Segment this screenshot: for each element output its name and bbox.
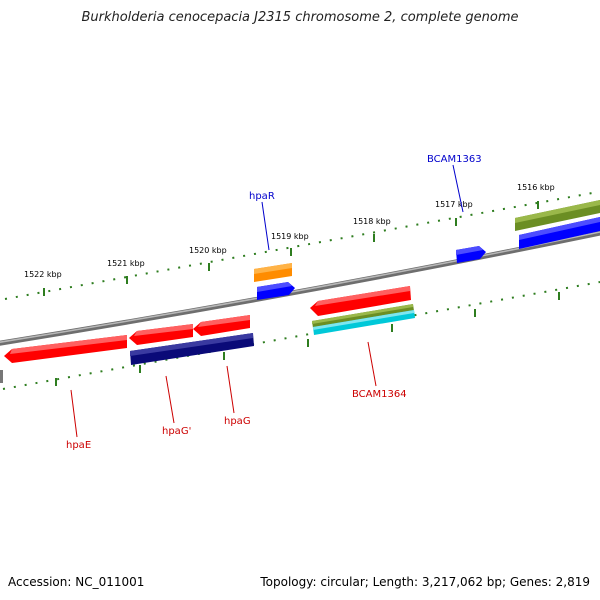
BCAM1364-leader-line: [367, 341, 377, 387]
gene-navy-feature[interactable]: [130, 333, 254, 365]
genome-summary-text: Topology: circular; Length: 3,217,062 bp…: [260, 575, 590, 589]
gene-hpaR-feature[interactable]: [254, 263, 292, 282]
gene-BCAM1363-feature[interactable]: [456, 246, 486, 263]
gene-label-hpaR[interactable]: hpaR: [249, 191, 275, 202]
hpaG-leader-line: [226, 365, 235, 414]
ruler-label-1522: 1522 kbp: [24, 270, 62, 279]
upper-ruler: [4, 191, 599, 300]
chromosome-backbone: [0, 230, 600, 346]
hpaG-prime-leader-line: [165, 375, 175, 424]
hpaR-leader-line: [261, 201, 270, 251]
gene-hpaE-feature[interactable]: [4, 335, 127, 363]
lower-ruler: [2, 281, 600, 390]
gene-blue-feature-right[interactable]: [519, 217, 600, 249]
hpaE-leader-line: [70, 389, 78, 438]
ruler-label-1516: 1516 kbp: [517, 183, 555, 192]
backbone-end-mark: [0, 370, 3, 383]
upper-ruler-major-ticks: [43, 201, 539, 296]
gene-label-hpaE[interactable]: hpaE: [66, 440, 91, 451]
gene-label-BCAM1363[interactable]: BCAM1363: [427, 154, 482, 165]
accession-text: Accession: NC_011001: [8, 575, 145, 589]
gene-label-hpaG-prime[interactable]: hpaG': [162, 426, 191, 437]
gene-hpaG-prime-feature[interactable]: [129, 324, 193, 345]
map-title: Burkholderia cenocepacia J2315 chromosom…: [81, 10, 519, 25]
gene-label-BCAM1364[interactable]: BCAM1364: [352, 389, 407, 400]
gene-cyan-feature-mid[interactable]: [313, 310, 415, 335]
lower-ruler-major-ticks: [55, 292, 560, 386]
gene-hpaG-feature[interactable]: [193, 315, 250, 336]
ruler-label-1521: 1521 kbp: [107, 259, 145, 268]
gene-BCAM1364-feature[interactable]: [310, 286, 411, 316]
ruler-label-1517: 1517 kbp: [435, 200, 473, 209]
ruler-label-1518: 1518 kbp: [353, 217, 391, 226]
gene-label-hpaG[interactable]: hpaG: [224, 416, 251, 427]
ruler-label-1520: 1520 kbp: [189, 246, 227, 255]
gene-hpaR-blue-feature[interactable]: [257, 282, 295, 300]
gene-olive-feature-right[interactable]: [515, 200, 600, 231]
BCAM1363-leader-line: [452, 164, 464, 213]
gene-olive-feature-mid[interactable]: [312, 304, 414, 328]
ruler-label-1519: 1519 kbp: [271, 232, 309, 241]
